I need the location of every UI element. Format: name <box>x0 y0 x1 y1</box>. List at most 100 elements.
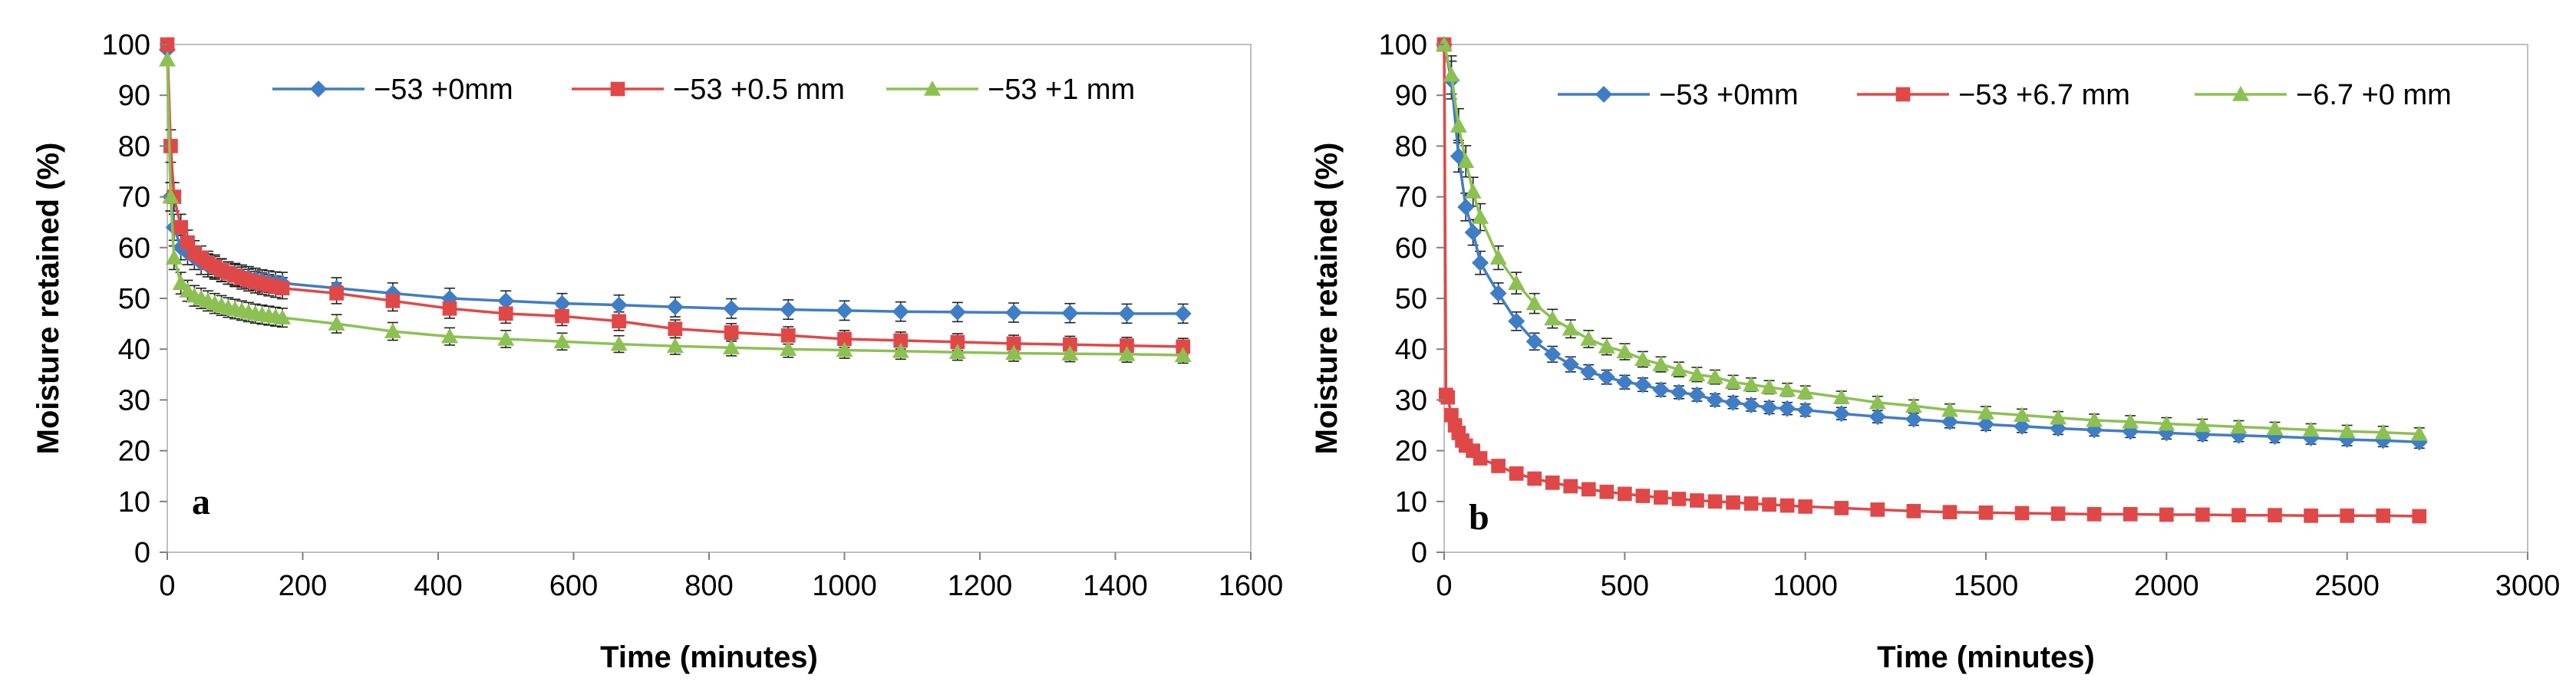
y-tick-label: 20 <box>1395 436 1427 468</box>
x-tick-label: 800 <box>684 570 733 602</box>
legend-entry: −53 +0mm <box>1558 79 1799 111</box>
x-tick-label: 0 <box>159 570 175 602</box>
y-tick-label: 90 <box>1395 80 1427 112</box>
data-point <box>723 300 740 318</box>
data-point <box>497 292 515 310</box>
data-point <box>555 308 569 324</box>
y-tick-label: 0 <box>134 537 150 569</box>
data-point <box>1670 384 1687 401</box>
data-point <box>1525 333 1543 351</box>
legend-marker <box>2232 86 2249 101</box>
data-point <box>892 303 909 321</box>
data-point <box>2410 425 2428 441</box>
x-tick-label: 1200 <box>948 570 1013 602</box>
data-point <box>2304 508 2318 523</box>
data-point <box>1616 374 1634 391</box>
data-point <box>553 295 571 312</box>
legend-entry: −6.7 +0 mm <box>2195 79 2452 111</box>
data-point <box>1635 489 1651 503</box>
y-tick-label: 50 <box>1395 283 1427 315</box>
data-point <box>1616 343 1634 359</box>
data-point <box>1779 498 1795 513</box>
data-point <box>666 337 684 354</box>
data-point <box>162 188 180 204</box>
data-point <box>1176 339 1191 354</box>
data-point <box>2374 423 2392 440</box>
data-point <box>1760 399 1778 416</box>
data-point <box>948 344 966 359</box>
data-point <box>159 51 176 67</box>
panel-label: b <box>1469 497 1489 538</box>
data-point <box>2159 507 2174 522</box>
data-point <box>1670 361 1687 377</box>
data-point <box>1464 223 1482 241</box>
y-tick-label: 30 <box>1395 384 1427 416</box>
x-tick-label: 2000 <box>2134 570 2199 602</box>
data-point <box>1870 502 1885 517</box>
data-point <box>1978 505 1994 520</box>
data-point <box>1743 376 1760 392</box>
data-point <box>2050 409 2067 425</box>
data-point <box>1118 305 1136 322</box>
x-tick-label: 600 <box>549 570 598 602</box>
data-point <box>1457 198 1475 216</box>
legend: −53 +0mm −53 +6.7 mm −6.7 +0 mm <box>1558 79 2452 111</box>
data-point <box>1562 356 1579 374</box>
x-tick-label: 400 <box>414 570 462 602</box>
x-tick-label: 3000 <box>2495 570 2561 602</box>
data-point <box>1118 345 1136 361</box>
x-tick-label: 200 <box>279 570 327 602</box>
x-tick-label: 500 <box>1601 570 1649 602</box>
data-point <box>2050 506 2066 522</box>
y-tick-label: 60 <box>118 232 150 265</box>
x-axis-label: Time (minutes) <box>600 640 818 674</box>
data-point <box>1562 320 1579 336</box>
series-3 <box>159 51 1192 362</box>
y-tick-label: 90 <box>118 80 150 112</box>
data-point <box>1580 363 1598 380</box>
data-point <box>1743 496 1759 511</box>
data-point <box>948 303 966 321</box>
data-point <box>1906 504 1921 519</box>
legend-marker <box>310 81 327 97</box>
data-point <box>1450 117 1467 133</box>
data-point <box>1599 484 1615 499</box>
data-point <box>1671 492 1687 506</box>
data-point <box>893 333 909 348</box>
y-tick-label: 10 <box>1395 486 1427 519</box>
data-point <box>1905 410 1922 428</box>
data-point <box>1580 330 1598 346</box>
data-point <box>2376 508 2391 523</box>
data-point <box>2340 508 2355 523</box>
data-point <box>1654 490 1668 505</box>
data-point <box>836 301 853 319</box>
data-point <box>1061 345 1079 361</box>
data-point <box>1120 338 1134 353</box>
data-point <box>1443 66 1460 82</box>
data-point <box>1061 305 1079 322</box>
x-tick-label: 2500 <box>2314 570 2380 602</box>
data-point <box>1832 405 1850 423</box>
legend-marker <box>924 81 941 96</box>
series-2 <box>160 37 1191 354</box>
data-point <box>2266 420 2284 436</box>
data-point <box>780 328 796 343</box>
data-point <box>384 323 401 338</box>
y-tick-label: 10 <box>118 486 150 519</box>
data-point <box>2122 507 2138 522</box>
data-point <box>723 339 740 355</box>
data-point <box>1464 183 1482 199</box>
data-point <box>1724 374 1742 390</box>
y-tick-label: 80 <box>118 130 150 163</box>
data-point <box>1796 401 1814 419</box>
data-point <box>1707 368 1723 384</box>
data-point <box>892 342 909 358</box>
data-point <box>2194 416 2212 433</box>
data-point <box>1489 285 1507 302</box>
data-point <box>165 249 183 265</box>
data-point <box>1779 400 1796 417</box>
y-tick-label: 70 <box>1395 182 1427 214</box>
data-point <box>1832 389 1850 404</box>
